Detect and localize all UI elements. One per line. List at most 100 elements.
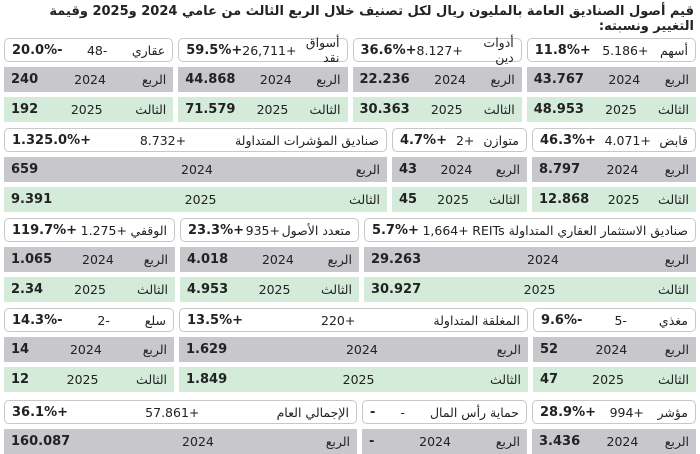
value-row: الربع 2024 43 [392,157,527,182]
year: 2024 [527,252,559,267]
value-row: الثالث 2025 45 [392,187,527,212]
change: +26,711 [242,42,297,58]
year: 2025 [70,102,103,117]
card-header: مؤشر +994 +28.9% [532,400,696,424]
change: +57.861 [145,404,200,420]
year: 2024 [182,434,214,449]
value: 22.236 [359,72,410,87]
value: 52 [539,342,559,357]
year: 2024 [181,162,213,177]
card: متعدد الأصول +935 +23.3% الربع 2024 4.018 الثا… [180,218,359,302]
change-pct: +4.7% [400,132,447,148]
year: 2024 [595,342,628,357]
value: 1.629 [186,342,228,357]
period-label: الثالث [490,372,521,387]
change-pct: +46.3% [540,132,597,148]
fund-name: عقاري [131,42,166,58]
card-header: مغذي -5 -9.6% [532,308,696,332]
year: 2025 [66,372,99,387]
card: المغلقة المتداولة +220 +13.5% الربع 2024 1.62… [179,308,528,392]
card-header: عقاري -48 -20.0% [4,38,174,62]
card: صناديق الاستثمار العقاري المتداولة REITs… [363,218,696,302]
value-row: الربع 2024 14 [4,337,174,362]
period-label: الثالث [321,282,352,297]
value-row: الربع 2024 43.767 [526,67,696,92]
fund-name: الإجمالي العام [276,404,349,420]
fund-name: مغذي [658,312,688,328]
value-row: الربع 2024 4.018 [180,247,359,272]
change: +1.275 [80,222,127,238]
value-row: الربع 2024 52 [532,337,696,362]
period-label: الثالث [137,282,168,297]
value-row: الربع 2024 659 [4,157,387,182]
card: سلع -2 -14.3% الربع 2024 14 الثالث 2025 12 [4,308,174,392]
card-header: متوازن +2 +4.7% [392,128,527,152]
value-row: الثالث 2025 9.391 [4,187,387,212]
change-pct: +28.9% [540,404,597,420]
period-label: الربع [325,434,350,449]
band: قابض +4.071 +46.3% الربع 2024 8.797 الثالث 2025… [4,128,696,212]
value: 43 [399,162,418,177]
period-label: الثالث [658,192,689,207]
fund-name: الوقفي [130,222,167,238]
year: 2025 [437,192,469,207]
period-label: الربع [664,72,689,87]
value-row: الثالث 2025 1.849 [179,367,528,392]
value-row: الربع 2024 240 [4,67,174,92]
value-row: الربع 2024 29.263 [363,247,696,272]
year: 2024 [440,162,473,177]
card-header: الوقفي +1.275 +119.7% [4,218,175,242]
change-pct: +5.7% [371,222,419,238]
period-label: الربع [664,342,689,357]
year: 2025 [607,192,640,207]
period-label: الربع [664,252,689,267]
card-header: قابض +4.071 +46.3% [532,128,696,152]
value: 1.065 [11,252,53,267]
value: 4.018 [187,252,229,267]
band: صناديق الاستثمار العقاري المتداولة REITs… [4,218,696,302]
value: 659 [11,162,39,177]
change: +8.127 [416,42,463,58]
year: 2025 [605,102,637,117]
year: 2024 [261,252,294,267]
value: 14 [11,342,30,357]
change-pct: +36.1% [12,404,69,420]
card: متوازن +2 +4.7% الربع 2024 43 الثالث 2025 45 [392,128,527,212]
value-row: الثالث 2025 192 [4,97,174,122]
period-label: الربع [495,162,520,177]
card-header: صناديق المؤشرات المتداولة +8.732 +1.325.0% [4,128,387,152]
year: 2024 [259,72,292,87]
card: أسواق نقد +26,711 +59.5% الربع 2024 44.868 الث… [178,35,348,122]
value: 30.363 [359,102,410,117]
change: -48 [86,42,108,58]
value-row: الثالث 2025 47 [532,367,696,392]
period-label: الربع [141,72,167,87]
period-label: الثالث [136,372,167,387]
change-pct: - [370,404,376,420]
change-pct: +13.5% [187,312,244,328]
fund-name: مؤشر [657,404,688,420]
card: حماية رأس المال - - الربع 2024- [362,400,527,454]
value: - [369,434,375,449]
change-pct: -9.6% [540,312,583,328]
card: صناديق المؤشرات المتداولة +8.732 +1.325.0%… [4,128,387,212]
change: +8.732 [139,132,187,148]
fund-name: قابض [659,132,688,148]
year: 2025 [342,372,375,387]
period-label: الربع [143,252,168,267]
value-row: الربع 2024 1.629 [179,337,528,362]
value-row: الثالث 2025 48.953 [526,97,696,122]
value-row: الثالث 2025 30.927 [363,277,696,302]
fund-name: المغلقة المتداولة [433,312,520,328]
period-label: الثالث [483,102,515,117]
change: +4.071 [604,132,651,148]
title: قيم أصول الصناديق العامة بالمليون ريال ل… [49,4,694,34]
period-label: الربع [355,162,380,177]
card-header: أدوات دين +8.127 +36.6% [352,35,522,65]
value: 29.263 [370,252,422,267]
change: +1,664 [422,222,469,238]
year: 2025 [74,282,106,297]
change-pct: +119.7% [12,222,78,238]
value-row: الثالث 2025 12.868 [532,187,696,212]
